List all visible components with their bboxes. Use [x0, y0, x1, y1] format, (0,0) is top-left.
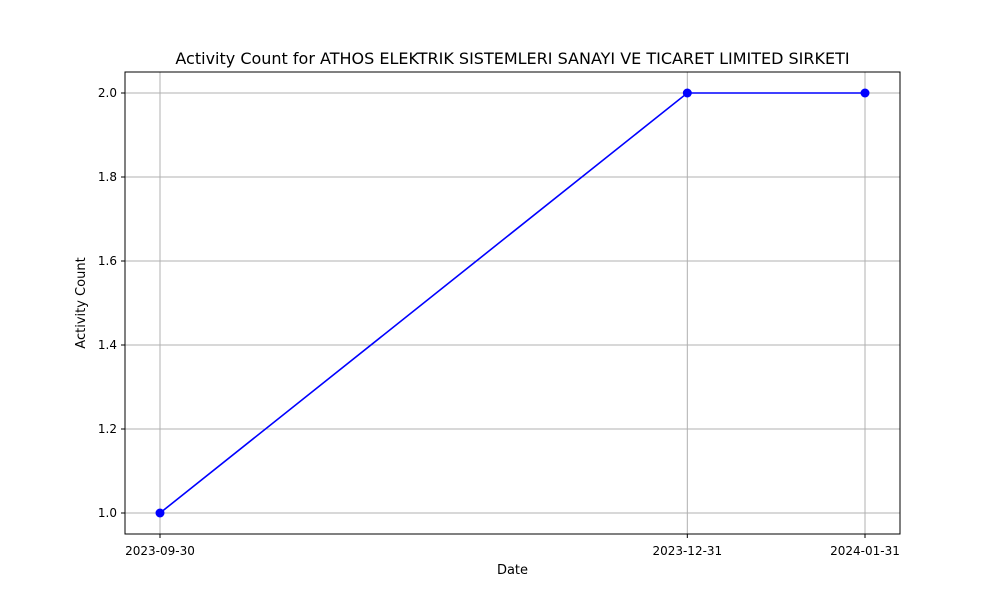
plot-area-frame — [124, 71, 901, 535]
series-layer — [155, 88, 870, 518]
y-axis-label: Activity Count — [74, 257, 89, 348]
data-point-marker — [860, 88, 870, 98]
y-tick-label: 1.4 — [98, 338, 117, 352]
x-tick-label: 2023-12-31 — [652, 544, 722, 558]
x-tick-label: 2024-01-31 — [830, 544, 900, 558]
chart-title: Activity Count for ATHOS ELEKTRIK SISTEM… — [175, 49, 849, 68]
x-axis-ticks: 2023-09-30 2023-12-31 2024-01-31 — [125, 534, 900, 558]
y-tick-label: 2.0 — [98, 86, 117, 100]
x-tick-label: 2023-09-30 — [125, 544, 195, 558]
data-point-marker — [155, 508, 165, 518]
y-tick-label: 1.8 — [98, 170, 117, 184]
y-tick-label: 1.2 — [98, 422, 117, 436]
y-axis-ticks: 1.0 1.2 1.4 1.6 1.8 2.0 — [98, 86, 125, 520]
x-axis-label: Date — [497, 563, 528, 578]
y-tick-label: 1.6 — [98, 254, 117, 268]
y-tick-label: 1.0 — [98, 506, 117, 520]
data-point-marker — [682, 88, 692, 98]
